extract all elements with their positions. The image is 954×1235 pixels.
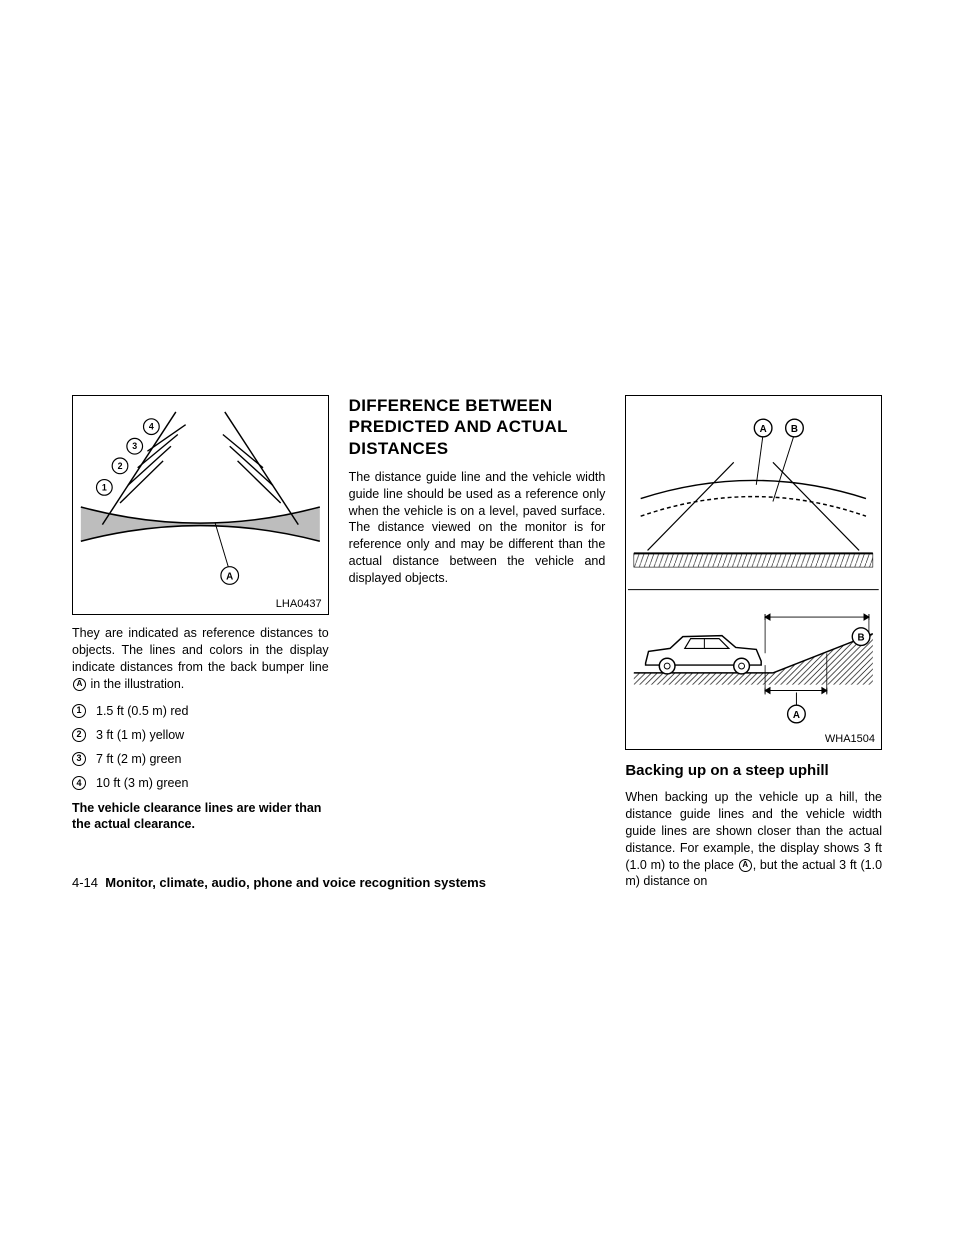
svg-text:3: 3 xyxy=(132,441,137,451)
figure-1: 1 2 3 4 A LHA0437 xyxy=(72,395,329,615)
svg-text:B: B xyxy=(858,633,865,644)
col1-intro-after: in the illustration. xyxy=(87,677,184,691)
svg-text:1: 1 xyxy=(102,482,107,492)
item-num-icon: 3 xyxy=(72,752,86,766)
figure-2-svg: A B xyxy=(626,396,881,749)
col2-heading: DIFFERENCE BETWEEN PREDICTED AND ACTUAL … xyxy=(349,395,606,459)
item-text: 7 ft (2 m) green xyxy=(96,751,181,767)
list-item: 4 10 ft (3 m) green xyxy=(72,775,329,791)
svg-text:A: A xyxy=(226,571,233,582)
column-3: A B xyxy=(625,395,882,890)
col1-intro: They are indicated as reference distance… xyxy=(72,625,329,693)
item-num-icon: 1 xyxy=(72,704,86,718)
item-num-icon: 4 xyxy=(72,776,86,790)
svg-text:B: B xyxy=(791,424,798,435)
footer-title: Monitor, climate, audio, phone and voice… xyxy=(105,875,486,890)
svg-text:A: A xyxy=(793,710,800,721)
page-content: 1 2 3 4 A LHA0437 They are indicated as … xyxy=(72,395,882,890)
list-item: 2 3 ft (1 m) yellow xyxy=(72,727,329,743)
col1-bold-note: The vehicle clearance lines are wider th… xyxy=(72,800,329,834)
list-item: 3 7 ft (2 m) green xyxy=(72,751,329,767)
figure-1-label: LHA0437 xyxy=(276,598,322,610)
list-item: 1 1.5 ft (0.5 m) red xyxy=(72,703,329,719)
col1-intro-before: They are indicated as reference distance… xyxy=(72,626,329,674)
column-1: 1 2 3 4 A LHA0437 They are indicated as … xyxy=(72,395,329,890)
item-text: 3 ft (1 m) yellow xyxy=(96,727,184,743)
column-2: DIFFERENCE BETWEEN PREDICTED AND ACTUAL … xyxy=(349,395,606,890)
svg-text:A: A xyxy=(760,424,767,435)
col3-body: When backing up the vehicle up a hill, t… xyxy=(625,789,882,890)
car-icon xyxy=(646,636,762,674)
item-text: 1.5 ft (0.5 m) red xyxy=(96,703,188,719)
item-text: 10 ft (3 m) green xyxy=(96,775,188,791)
svg-text:2: 2 xyxy=(118,461,123,471)
item-num-icon: 2 xyxy=(72,728,86,742)
col2-body: The distance guide line and the vehicle … xyxy=(349,469,606,587)
svg-text:4: 4 xyxy=(149,422,154,432)
distance-list: 1 1.5 ft (0.5 m) red 2 3 ft (1 m) yellow… xyxy=(72,703,329,792)
figure-2: A B xyxy=(625,395,882,750)
figure-2-label: WHA1504 xyxy=(825,733,875,745)
callout-a-inline-2: A xyxy=(739,859,752,872)
figure-1-svg: 1 2 3 4 A xyxy=(73,396,328,614)
col3-subheading: Backing up on a steep uphill xyxy=(625,762,882,779)
callout-a-inline: A xyxy=(73,678,86,691)
page-number: 4-14 xyxy=(72,875,98,890)
page-footer: 4-14 Monitor, climate, audio, phone and … xyxy=(72,875,486,890)
